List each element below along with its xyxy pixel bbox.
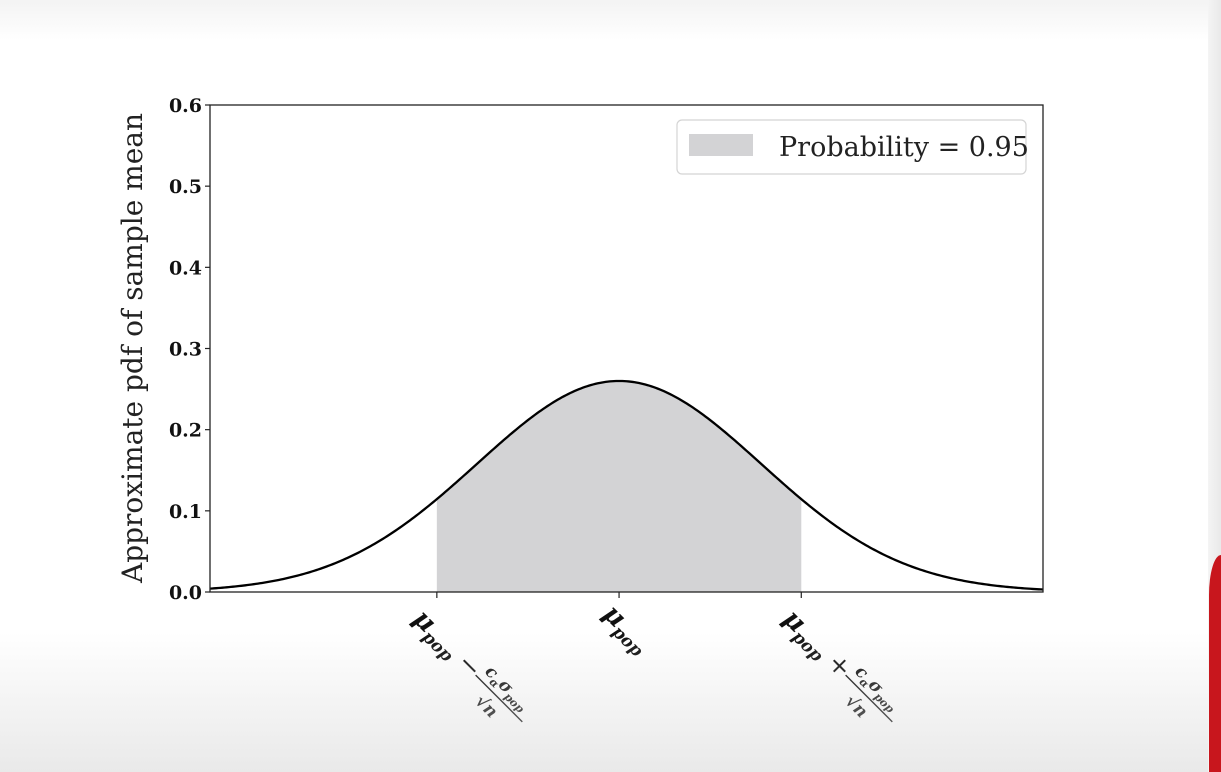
x-tick-label-minus-text: μpop− [404, 604, 487, 687]
y-tick-label: 0.2 [169, 420, 202, 442]
x-tick-label-plus: μpop+ cασpop √n [774, 604, 903, 723]
y-tick-label: 0.5 [169, 176, 202, 198]
plus-operator: + [821, 648, 858, 685]
minus-operator: − [451, 648, 488, 685]
legend-label: Probability = 0.95 [779, 132, 1029, 163]
x-tick-label-minus: μpop− cασpop √n [404, 604, 533, 723]
legend-box [676, 119, 1027, 175]
y-axis-label: Approximate pdf of sample mean [116, 113, 149, 584]
y-tick-label: 0.0 [169, 582, 202, 604]
shaded-area-layer [436, 380, 802, 592]
x-ticks [436, 592, 802, 598]
legend: Probability = 0.95 [676, 119, 1029, 175]
legend-swatch [689, 134, 753, 156]
y-ticks: 0.0 0.1 0.2 0.3 0.4 0.5 0.6 [169, 95, 210, 604]
y-tick-label: 0.3 [169, 339, 202, 361]
y-tick-label: 0.4 [169, 257, 202, 279]
n-symbol: n [849, 699, 872, 722]
x-tick-label-plus-text: μpop+ [774, 604, 857, 687]
x-tick-label-center-text: μpop [594, 599, 656, 661]
red-side-element [1209, 555, 1221, 772]
shaded-probability-area [436, 380, 802, 592]
n-symbol: n [479, 699, 502, 722]
x-tick-label-center: μpop [594, 599, 656, 661]
curve-layer [209, 379, 1044, 591]
density-curve [209, 379, 1044, 591]
y-tick-label: 0.1 [169, 501, 202, 523]
y-tick-label: 0.6 [169, 95, 202, 117]
